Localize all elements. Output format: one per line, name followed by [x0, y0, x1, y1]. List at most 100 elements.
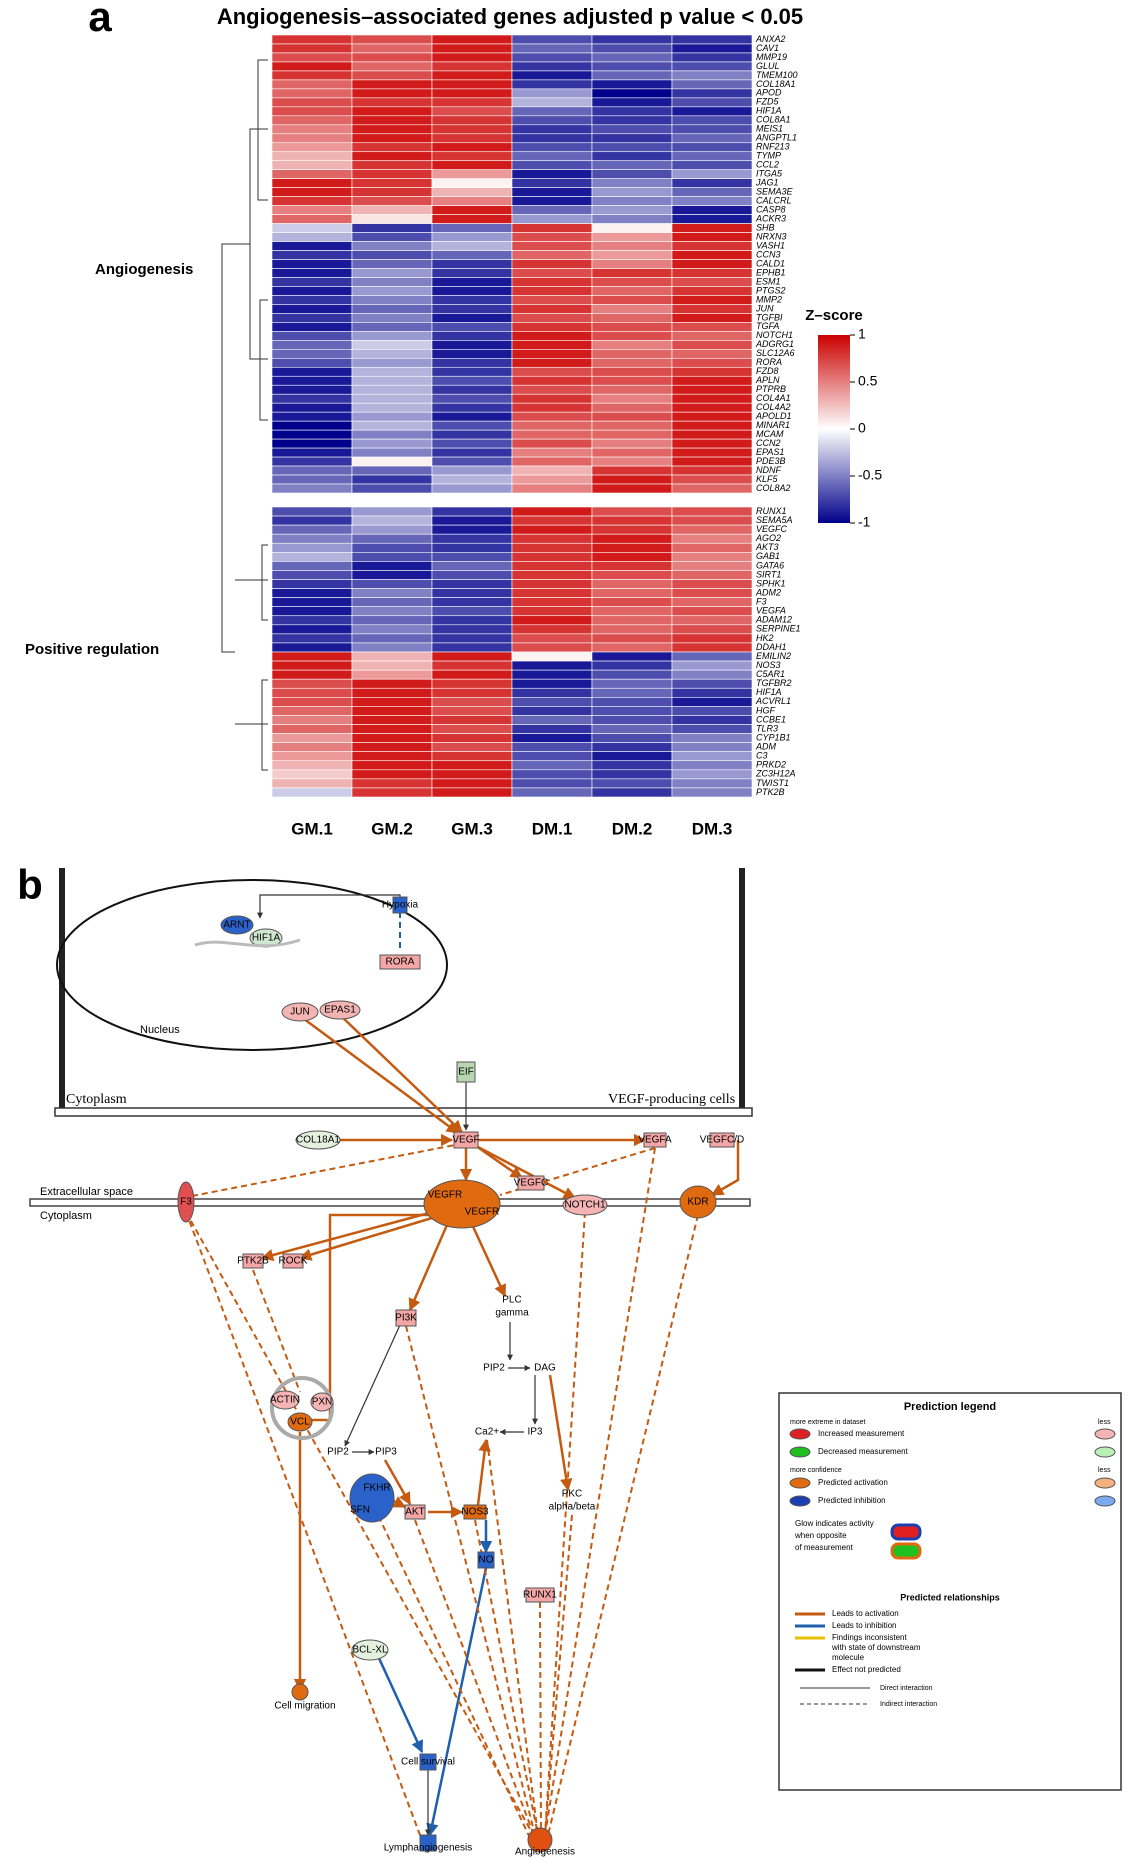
- legend-text: molecule: [832, 1653, 865, 1662]
- row-label: KLF5: [756, 474, 779, 484]
- compartment-label: Cytoplasm: [40, 1210, 92, 1222]
- heatmap-cell: [351, 205, 433, 215]
- heatmap-cell: [671, 223, 753, 233]
- row-label: JUN: [755, 303, 774, 313]
- row-label: VEGFA: [756, 606, 786, 616]
- heatmap-cell: [351, 115, 433, 126]
- heatmap-cell: [351, 542, 433, 553]
- heatmap-cell: [351, 438, 433, 449]
- heatmap-cell: [671, 465, 753, 476]
- heatmap-cell: [591, 724, 673, 734]
- colorbar-tick-label: -1: [858, 514, 871, 530]
- heatmap-cell: [431, 357, 513, 368]
- heatmap-cell: [591, 429, 673, 440]
- heatmap-cell: [271, 447, 353, 458]
- heatmap-cell: [351, 142, 433, 153]
- row-label: CCN2: [756, 438, 781, 448]
- legend-text: Increased measurement: [818, 1429, 905, 1438]
- heatmap-cell: [511, 624, 593, 635]
- heatmap-cell: [351, 151, 433, 162]
- heatmap-cell: [671, 402, 753, 413]
- heatmap-cell: [511, 151, 593, 162]
- heatmap-cell: [671, 533, 753, 544]
- heatmap-cell: [431, 322, 513, 332]
- heatmap-cell: [511, 579, 593, 589]
- heatmap-cell: [511, 733, 593, 743]
- heatmap-cell: [591, 697, 673, 707]
- heatmap-cell: [351, 733, 433, 743]
- heatmap-cell: [591, 515, 673, 526]
- heatmap-cell: [431, 438, 513, 449]
- heatmap-cell: [351, 331, 433, 341]
- row-label: SEMA5A: [756, 515, 793, 525]
- node-label: COL18A1: [296, 1135, 340, 1146]
- heatmap-cell: [671, 70, 753, 81]
- legend-text: Leads to activation: [832, 1609, 899, 1618]
- heatmap-cell: [431, 570, 513, 580]
- node-label: VEGFR: [428, 1190, 462, 1201]
- row-label: APLN: [755, 375, 780, 385]
- heatmap-cell: [511, 411, 593, 422]
- heatmap-cell: [511, 160, 593, 171]
- heatmap-cell: [431, 447, 513, 458]
- node-label: PIP2: [327, 1447, 349, 1458]
- heatmap-cell: [591, 375, 673, 386]
- heatmap-cell: [591, 178, 673, 188]
- heatmap-cell: [271, 52, 353, 63]
- heatmap-cell: [271, 588, 353, 598]
- heatmap-cell: [591, 651, 673, 662]
- legend-text: Findings inconsistent: [832, 1633, 907, 1642]
- heatmap-cell: [351, 533, 433, 544]
- heatmap-cell: [351, 724, 433, 734]
- heatmap-cell: [671, 438, 753, 449]
- panel-label: a: [88, 0, 112, 40]
- row-label: NOTCH1: [756, 330, 793, 340]
- heatmap-cell: [351, 259, 433, 269]
- node-label: VCL: [290, 1417, 310, 1428]
- row-label: CALCRL: [756, 196, 792, 206]
- heatmap-cell: [431, 669, 513, 680]
- heatmap-cell: [511, 778, 593, 789]
- heatmap-cell: [271, 34, 353, 45]
- heatmap-cell: [591, 561, 673, 571]
- heatmap-cell: [671, 561, 753, 571]
- heatmap-cell: [351, 579, 433, 589]
- node-label: NOTCH1: [564, 1200, 606, 1211]
- row-label: CAV1: [756, 43, 779, 53]
- row-label: CCL2: [756, 160, 779, 170]
- heatmap-cell: [271, 660, 353, 671]
- heatmap-cell: [351, 34, 433, 45]
- heatmap-cell: [431, 411, 513, 422]
- heatmap-cell: [671, 241, 753, 251]
- heatmap-cell: [671, 106, 753, 117]
- node-label: Angiogenesis: [515, 1847, 575, 1858]
- legend-text: of measurement: [795, 1543, 854, 1552]
- row-label: CALD1: [756, 258, 785, 268]
- node-label: VEGFC/D: [700, 1135, 744, 1146]
- heatmap-cell: [511, 715, 593, 725]
- heatmap-cell: [431, 178, 513, 188]
- heatmap-cell: [671, 715, 753, 725]
- heatmap-cell: [271, 597, 353, 607]
- heatmap-cell: [511, 429, 593, 440]
- heatmap-cell: [671, 61, 753, 72]
- heatmap-cell: [351, 429, 433, 440]
- row-group-label: Positive regulation: [25, 641, 159, 658]
- heatmap-cell: [671, 706, 753, 716]
- heatmap-cell: [671, 232, 753, 242]
- node-label: KDR: [687, 1197, 708, 1208]
- node-label: DAG: [534, 1363, 556, 1374]
- heatmap-cell: [431, 34, 513, 45]
- row-label: JAG1: [755, 178, 779, 188]
- heatmap-cell: [431, 733, 513, 743]
- heatmap-cell: [511, 277, 593, 287]
- heatmap-cell: [351, 561, 433, 571]
- node-label: VEGF: [452, 1135, 479, 1146]
- heatmap-cell: [591, 142, 673, 153]
- heatmap-cell: [431, 124, 513, 135]
- heatmap-cell: [671, 304, 753, 314]
- heatmap-cell: [271, 268, 353, 278]
- heatmap-cell: [271, 542, 353, 553]
- column-label: DM.3: [692, 819, 733, 838]
- heatmap-cell: [351, 79, 433, 90]
